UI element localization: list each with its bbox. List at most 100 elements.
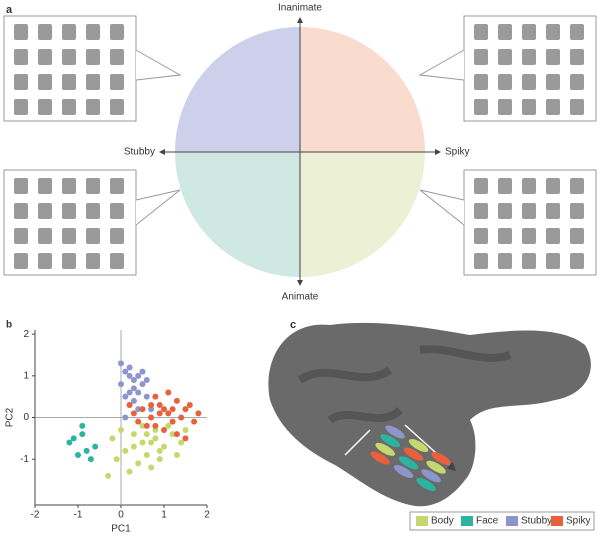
thumbnail xyxy=(110,49,124,65)
thumbnail xyxy=(570,228,584,244)
thumbnail xyxy=(38,253,52,269)
thumbnail xyxy=(62,99,76,115)
point xyxy=(148,439,155,446)
point xyxy=(169,431,176,438)
thumbnail xyxy=(546,74,560,90)
point xyxy=(139,422,146,429)
thumbnail xyxy=(474,49,488,65)
point xyxy=(135,406,142,413)
thumbnail xyxy=(498,74,512,90)
thumbnail xyxy=(62,49,76,65)
point xyxy=(173,431,180,438)
point xyxy=(122,393,129,400)
point xyxy=(122,447,129,454)
point xyxy=(186,402,193,408)
thumbnail xyxy=(546,24,560,40)
thumbnail xyxy=(522,49,536,65)
point xyxy=(130,431,137,438)
thumbnail xyxy=(14,49,28,65)
thumbnail xyxy=(86,178,100,194)
point xyxy=(152,427,159,433)
quadrant-circle xyxy=(175,27,425,277)
point xyxy=(130,397,137,404)
point xyxy=(79,431,86,438)
point xyxy=(66,439,73,446)
thumbnail xyxy=(498,203,512,219)
thumbnail xyxy=(86,203,100,219)
point xyxy=(122,368,129,375)
thumbnail xyxy=(570,24,584,40)
thumbnail xyxy=(86,49,100,65)
panel-label: b xyxy=(6,320,12,331)
thumbnail xyxy=(546,49,560,65)
thumbnail xyxy=(14,74,28,90)
point xyxy=(130,377,137,383)
brain-surface xyxy=(268,322,591,507)
thumbnail xyxy=(14,203,28,219)
thumbnail xyxy=(474,24,488,40)
thumbnail xyxy=(38,99,52,115)
thumbnail xyxy=(546,253,560,269)
thumbnail xyxy=(498,253,512,269)
point xyxy=(79,422,86,429)
thumbnail xyxy=(522,203,536,219)
thumbnail xyxy=(498,228,512,244)
point xyxy=(152,393,159,400)
point xyxy=(152,422,159,429)
thumbnail xyxy=(14,99,28,115)
point xyxy=(139,439,146,446)
point xyxy=(135,389,142,396)
thumbnail xyxy=(546,178,560,194)
legend: Body Face Stubby Spiky xyxy=(416,516,590,527)
thumbnail xyxy=(498,24,512,40)
point xyxy=(195,410,202,417)
point xyxy=(130,410,137,417)
thumbnails xyxy=(14,24,584,269)
legend-label: Stubby xyxy=(521,516,552,527)
thumbnail xyxy=(62,24,76,40)
point xyxy=(135,418,142,425)
thumbnail xyxy=(38,228,52,244)
point xyxy=(143,452,150,458)
point xyxy=(139,368,146,375)
y-tick-label: 1 xyxy=(23,370,29,381)
y-tick-label: 0 xyxy=(23,412,29,423)
thumbnail xyxy=(570,203,584,219)
thumbnail xyxy=(498,49,512,65)
point xyxy=(105,472,112,479)
point xyxy=(148,464,155,471)
point xyxy=(178,414,185,421)
point xyxy=(156,410,163,417)
x-tick-label: 0 xyxy=(118,510,124,521)
point xyxy=(148,406,155,413)
axis-label: Animate xyxy=(282,292,319,303)
panel-label: a xyxy=(6,4,13,16)
x-tick-label: 2 xyxy=(204,510,210,521)
point xyxy=(161,406,167,413)
point xyxy=(83,447,90,454)
point xyxy=(148,402,155,408)
point xyxy=(156,447,163,454)
point xyxy=(113,456,120,463)
thumbnail xyxy=(474,74,488,90)
legend-label: Body xyxy=(431,516,454,527)
x-axis-label: PC1 xyxy=(111,524,131,535)
point xyxy=(165,422,172,429)
thumbnail xyxy=(86,74,100,90)
thumbnail xyxy=(86,253,100,269)
axis-label: Stubby xyxy=(124,147,155,158)
thumbnail xyxy=(522,24,536,40)
thumbnail xyxy=(570,99,584,115)
thumbnail xyxy=(110,228,124,244)
point xyxy=(139,406,146,413)
point xyxy=(126,372,133,379)
y-tick-label: -1 xyxy=(20,454,29,465)
point xyxy=(173,452,180,458)
x-tick-label: -1 xyxy=(74,510,83,521)
thumbnail xyxy=(110,203,124,219)
legend-swatch xyxy=(461,516,473,526)
x-tick-label: -2 xyxy=(31,510,40,521)
point xyxy=(148,414,155,421)
point xyxy=(165,389,172,396)
